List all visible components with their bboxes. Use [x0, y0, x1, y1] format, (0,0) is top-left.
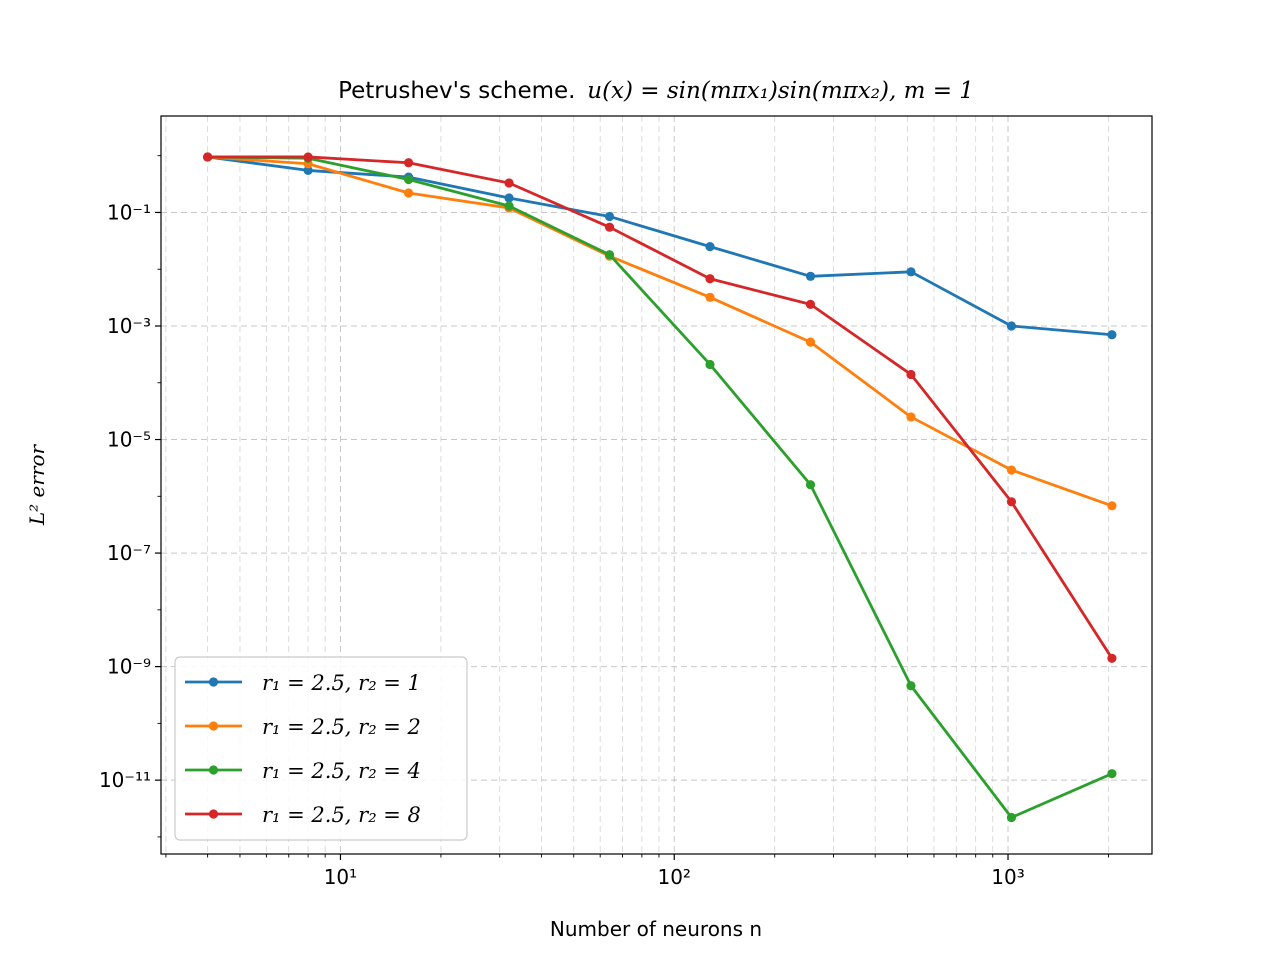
legend-swatch-marker — [208, 765, 219, 775]
legend-swatch-marker — [208, 809, 219, 819]
series-4 — [203, 152, 1117, 663]
data-point — [1107, 653, 1117, 663]
series-lines — [203, 152, 1117, 823]
x-tick-label: 10¹ — [324, 865, 357, 889]
legend-label: r₁ = 2.5, r₂ = 1 — [262, 671, 421, 695]
x-tick-label: 10³ — [991, 865, 1024, 889]
legend-swatch-marker — [208, 677, 219, 687]
data-point — [906, 412, 916, 422]
y-tick-label: 10⁻³ — [107, 314, 151, 338]
series-line — [207, 155, 1114, 660]
data-point — [403, 188, 414, 198]
data-point — [1107, 769, 1117, 779]
legend-box — [174, 656, 468, 841]
legend: r₁ = 2.5, r₂ = 1 r₁ = 2.5, r₂ = 2 r₁ = 2.5… — [174, 656, 468, 841]
legend-swatch-marker — [208, 721, 219, 731]
data-point — [705, 359, 715, 370]
data-point — [1107, 330, 1117, 340]
data-point — [403, 174, 414, 185]
data-point — [303, 152, 313, 162]
data-point — [805, 299, 816, 310]
legend-label: r₁ = 2.5, r₂ = 8 — [262, 803, 421, 827]
data-point — [504, 201, 514, 211]
legend-entry: r₁ = 2.5, r₂ = 1 — [185, 671, 421, 695]
x-tick-label: 10² — [657, 865, 690, 889]
legend-entries: r₁ = 2.5, r₂ = 1 r₁ = 2.5, r₂ = 2 r₁ = 2.5… — [185, 671, 421, 827]
data-point — [1107, 501, 1117, 511]
data-point — [604, 222, 615, 232]
plot-frame — [160, 115, 1153, 855]
chart-title: Petrushev's scheme. u(x) = sin(mπx₁)sin(… — [338, 78, 974, 104]
legend-entry: r₁ = 2.5, r₂ = 8 — [185, 803, 421, 827]
data-point — [403, 158, 414, 168]
grid — [161, 116, 1152, 854]
data-point — [1006, 321, 1017, 331]
series-line — [207, 155, 1113, 508]
data-point — [705, 292, 715, 302]
title-math: u(x) = sin(mπx₁)sin(mπx₂), m = 1 — [587, 78, 974, 104]
data-point — [604, 211, 615, 222]
data-point — [906, 369, 916, 380]
y-axis-label: L² error — [25, 443, 49, 526]
series-line — [207, 155, 1113, 819]
data-point — [604, 250, 615, 260]
y-tick-label: 10⁻⁹ — [107, 655, 151, 679]
axis-ticks: 10¹ 10² 10³ 10⁻¹ 10⁻³ 10⁻⁵ 10⁻⁷ 10⁻⁹ 10⁻¹¹ — [99, 155, 1109, 889]
x-axis-label: Number of neurons n — [550, 917, 762, 941]
data-point — [805, 337, 816, 347]
title-text: Petrushev's scheme. — [338, 78, 575, 104]
data-point — [1006, 465, 1017, 475]
data-point — [1006, 812, 1017, 823]
data-point — [906, 681, 916, 691]
legend-entry: r₁ = 2.5, r₂ = 4 — [185, 759, 421, 783]
legend-label: r₁ = 2.5, r₂ = 4 — [262, 759, 421, 783]
y-tick-label: 10⁻⁵ — [107, 428, 151, 452]
y-tick-label: 10⁻¹ — [107, 200, 151, 224]
data-point — [504, 193, 514, 203]
y-tick-label: 10⁻¹¹ — [99, 768, 151, 792]
y-tick-label: 10⁻⁷ — [107, 541, 151, 565]
legend-label: r₁ = 2.5, r₂ = 2 — [262, 715, 421, 739]
series-line — [207, 155, 1113, 337]
data-point — [805, 480, 816, 490]
data-point — [303, 165, 313, 176]
data-point — [705, 242, 715, 252]
legend-entry: r₁ = 2.5, r₂ = 2 — [185, 715, 421, 739]
data-point — [504, 178, 514, 188]
data-point — [705, 274, 715, 284]
data-point — [805, 271, 816, 281]
data-point — [1006, 497, 1017, 507]
data-point — [906, 267, 916, 277]
data-point — [203, 152, 213, 162]
